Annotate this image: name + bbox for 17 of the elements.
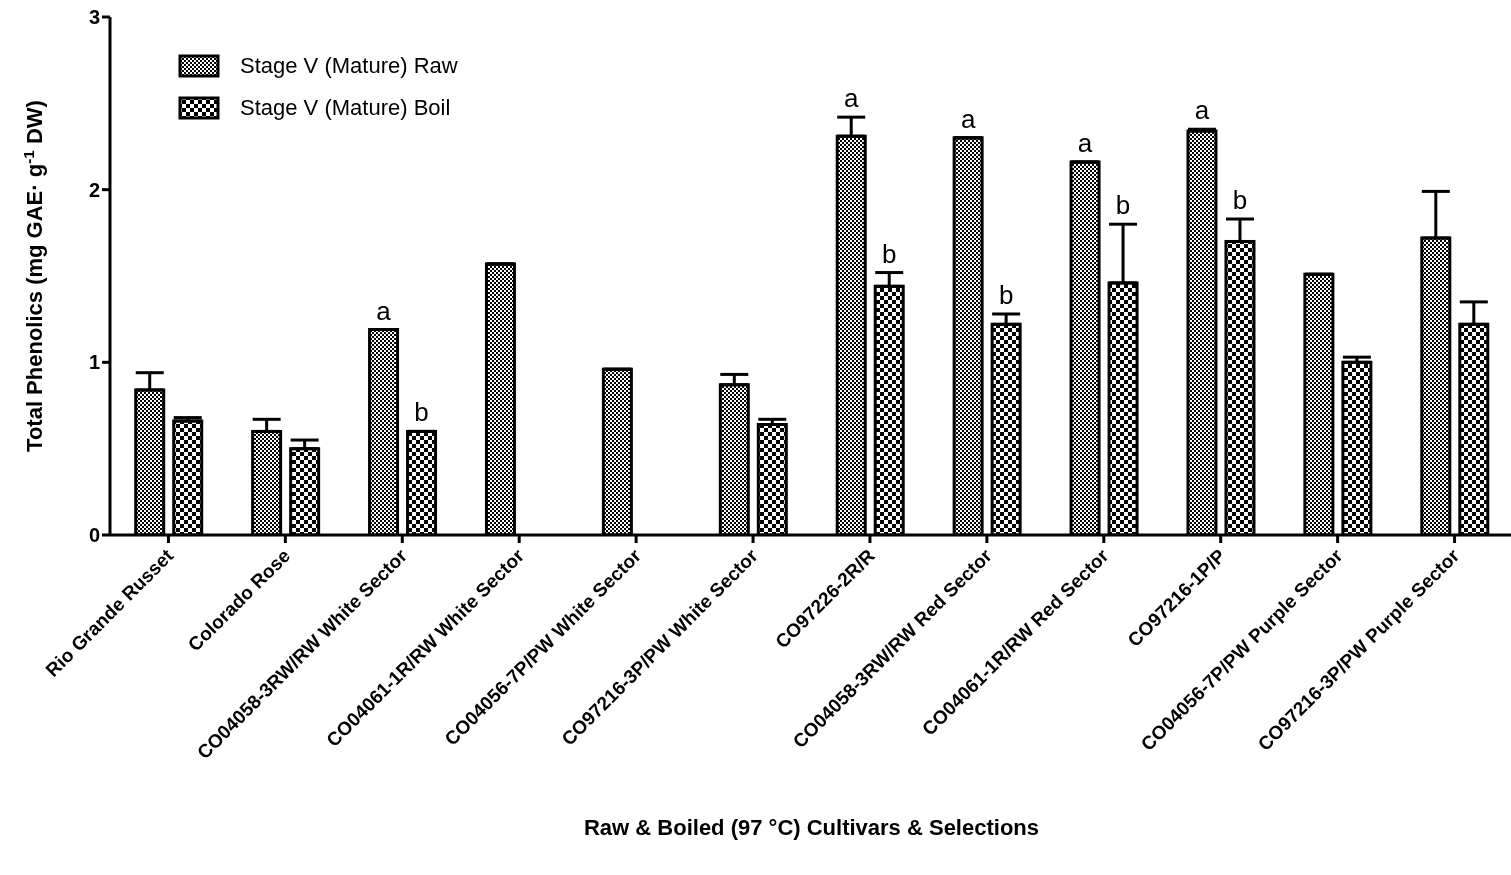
legend-label: Stage V (Mature) Boil xyxy=(240,95,451,121)
x-axis-title: Raw & Boiled (97 °C) Cultivars & Selections xyxy=(583,815,1040,840)
legend-label: Stage V (Mature) Raw xyxy=(240,53,458,79)
annotation: a xyxy=(1194,95,1210,126)
annotation: a xyxy=(843,83,859,114)
annotation: a xyxy=(1077,128,1093,159)
annotation: b xyxy=(1232,185,1248,216)
y-tick-label: 3 xyxy=(88,6,100,29)
annotation: b xyxy=(414,397,429,428)
annotation: b xyxy=(881,238,897,269)
annotation: b xyxy=(998,279,1014,310)
y-tick-label: 0 xyxy=(88,524,100,547)
annotation: a xyxy=(376,295,392,326)
y-tick-label: 1 xyxy=(88,351,100,374)
annotation: b xyxy=(1115,190,1131,221)
annotation: a xyxy=(960,103,976,134)
y-tick-label: 2 xyxy=(88,178,100,201)
